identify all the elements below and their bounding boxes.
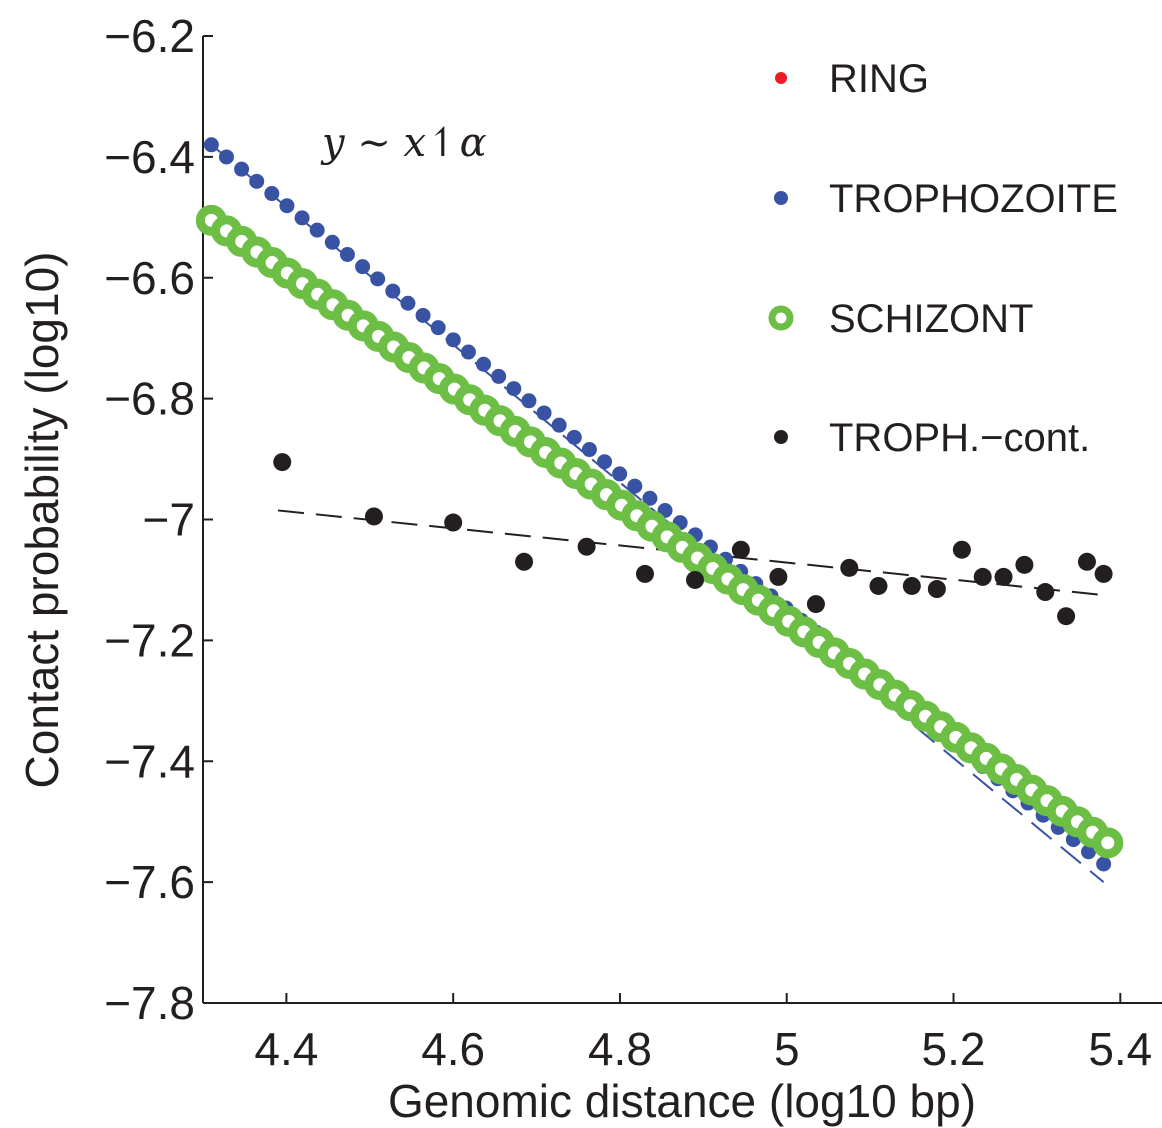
data-point-trophozoite bbox=[460, 344, 476, 360]
y-tick-label: −6.8 bbox=[104, 373, 195, 425]
data-point-troph-cont bbox=[769, 567, 788, 586]
data-point-trophozoite bbox=[612, 466, 628, 482]
data-point-trophozoite bbox=[370, 271, 386, 287]
data-point-troph-cont bbox=[1094, 564, 1113, 583]
data-point-troph-cont bbox=[273, 453, 292, 472]
data-point-trophozoite bbox=[339, 246, 355, 262]
data-point-trophozoite bbox=[1096, 856, 1112, 872]
data-point-trophozoite bbox=[521, 393, 537, 409]
data-point-trophozoite bbox=[566, 429, 582, 445]
data-point-trophozoite bbox=[264, 186, 280, 202]
y-tick-label: −6.2 bbox=[104, 10, 195, 62]
data-point-trophozoite bbox=[249, 173, 265, 189]
data-point-trophozoite bbox=[491, 368, 507, 384]
data-point-trophozoite bbox=[551, 417, 567, 433]
data-point-trophozoite bbox=[234, 161, 250, 177]
legend: RING TROPHOZOITE SCHIZONT TROPH.−cont. bbox=[768, 57, 1118, 460]
power-law-annotation: y ~ x↿α bbox=[320, 120, 487, 166]
data-point-trophozoite bbox=[218, 149, 234, 165]
data-point-trophozoite bbox=[627, 478, 643, 494]
data-point-schizont bbox=[1092, 827, 1124, 859]
data-point-troph-cont bbox=[444, 513, 463, 532]
y-tick-label: −7.4 bbox=[104, 735, 195, 787]
data-point-trophozoite bbox=[597, 454, 613, 470]
legend-marker-troph-cont bbox=[774, 430, 788, 444]
y-tick-label: −7 bbox=[143, 494, 195, 546]
data-point-trophozoite bbox=[385, 283, 401, 299]
x-tick-label: 5.2 bbox=[922, 1023, 986, 1075]
y-tick-label: −6.4 bbox=[104, 131, 195, 183]
x-tick-label: 4.4 bbox=[254, 1023, 318, 1075]
data-point-troph-cont bbox=[1057, 607, 1076, 626]
data-point-trophozoite bbox=[476, 356, 492, 372]
data-point-troph-cont bbox=[840, 558, 859, 577]
data-point-trophozoite bbox=[536, 405, 552, 421]
data-point-trophozoite bbox=[400, 295, 416, 311]
y-tick-label: −7.6 bbox=[104, 856, 195, 908]
y-axis-label: Contact probability (log10) bbox=[16, 252, 68, 789]
data-point-trophozoite bbox=[1081, 844, 1097, 860]
x-tick-label: 4.6 bbox=[421, 1023, 485, 1075]
data-point-trophozoite bbox=[294, 210, 310, 226]
data-point-trophozoite bbox=[309, 222, 325, 238]
data-point-troph-cont bbox=[1077, 552, 1096, 571]
legend-label-troph-cont: TROPH.−cont. bbox=[829, 416, 1090, 460]
legend-label-ring: RING bbox=[829, 57, 929, 101]
data-point-troph-cont bbox=[952, 540, 971, 559]
data-point-troph-cont bbox=[1015, 555, 1034, 574]
data-point-trophozoite bbox=[445, 332, 461, 348]
data-point-troph-cont bbox=[1036, 583, 1055, 602]
axes: −6.2 −6.4 −6.6 −6.8 −7 −7.2 −7.4 −7.6 −7.8 4.4 4.6… bbox=[104, 10, 1162, 1075]
x-axis-label: Genomic distance (log10 bp) bbox=[388, 1075, 976, 1127]
data-point-trophozoite bbox=[324, 234, 340, 250]
data-point-troph-cont bbox=[994, 567, 1013, 586]
data-point-troph-cont bbox=[927, 580, 946, 599]
data-point-trophozoite bbox=[430, 320, 446, 336]
y-tick-label: −6.6 bbox=[104, 252, 195, 304]
data-point-troph-cont bbox=[973, 567, 992, 586]
data-point-troph-cont bbox=[869, 576, 888, 595]
x-tick-label: 5.4 bbox=[1088, 1023, 1152, 1075]
x-tick-label: 5 bbox=[774, 1023, 800, 1075]
data-point-trophozoite bbox=[279, 198, 295, 214]
x-tick-label: 4.8 bbox=[588, 1023, 652, 1075]
legend-label-trophozoite: TROPHOZOITE bbox=[829, 177, 1118, 221]
legend-marker-schizont bbox=[768, 305, 794, 331]
data-point-trophozoite bbox=[203, 137, 219, 153]
legend-marker-trophozoite bbox=[774, 191, 788, 205]
data-point-trophozoite bbox=[642, 490, 658, 506]
data-point-troph-cont bbox=[806, 595, 825, 614]
y-tick-label: −7.2 bbox=[104, 614, 195, 666]
data-points bbox=[195, 137, 1124, 872]
data-point-troph-cont bbox=[902, 576, 921, 595]
fit-line-troph-cont- bbox=[277, 509, 1104, 597]
y-tick-label: −7.8 bbox=[104, 977, 195, 1029]
data-point-trophozoite bbox=[415, 307, 431, 323]
data-point-trophozoite bbox=[581, 442, 597, 458]
data-point-troph-cont bbox=[635, 564, 654, 583]
legend-marker-ring bbox=[775, 72, 787, 84]
data-point-trophozoite bbox=[355, 259, 371, 275]
legend-label-schizont: SCHIZONT bbox=[829, 297, 1033, 341]
data-point-troph-cont bbox=[515, 552, 534, 571]
data-point-troph-cont bbox=[686, 570, 705, 589]
data-point-troph-cont bbox=[577, 537, 596, 556]
data-point-troph-cont bbox=[364, 507, 383, 526]
data-point-troph-cont bbox=[731, 540, 750, 559]
data-point-trophozoite bbox=[506, 381, 522, 397]
